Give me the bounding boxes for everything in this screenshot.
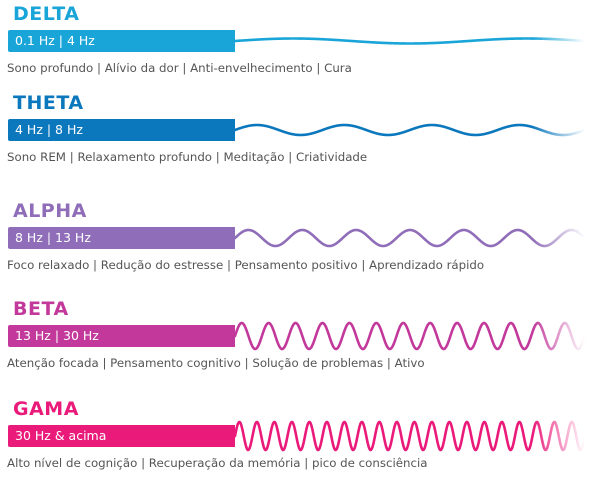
wave-line [233,321,587,351]
band-description: Foco relaxado | Redução do estresse | Pe… [7,258,485,272]
delta-wave-icon [233,37,587,45]
band-range-bar: 13 Hz | 30 Hz [8,325,235,347]
band-range-bar: 30 Hz & acima [8,425,235,447]
band-range-label: 30 Hz & acima [15,428,107,443]
band-range-label: 4 Hz | 8 Hz [15,122,83,137]
band-range-bar: 0.1 Hz | 4 Hz [8,30,235,52]
beta-wave-icon [233,321,587,351]
band-range-bar: 4 Hz | 8 Hz [8,119,235,141]
band-description: Atenção focada | Pensamento cognitivo | … [7,356,425,370]
band-range-label: 8 Hz | 13 Hz [15,230,91,245]
gama-wave-icon [233,420,587,452]
wave-line [233,123,587,137]
band-title: BETA [13,298,69,320]
band-description: Sono profundo | Alívio da dor | Anti-env… [7,61,352,75]
band-title: ALPHA [13,200,87,222]
band-title: THETA [13,92,84,114]
wave-line [233,228,587,248]
band-range-label: 0.1 Hz | 4 Hz [15,33,95,48]
theta-wave-icon [233,123,587,137]
band-description: Alto nível de cognição | Recuperação da … [7,456,428,470]
alpha-wave-icon [233,228,587,248]
band-range-label: 13 Hz | 30 Hz [15,328,99,343]
band-description: Sono REM | Relaxamento profundo | Medita… [7,150,368,164]
band-title: GAMA [13,398,79,420]
wave-line [233,37,587,45]
band-title: DELTA [13,3,80,25]
wave-line [233,420,587,452]
band-range-bar: 8 Hz | 13 Hz [8,227,235,249]
